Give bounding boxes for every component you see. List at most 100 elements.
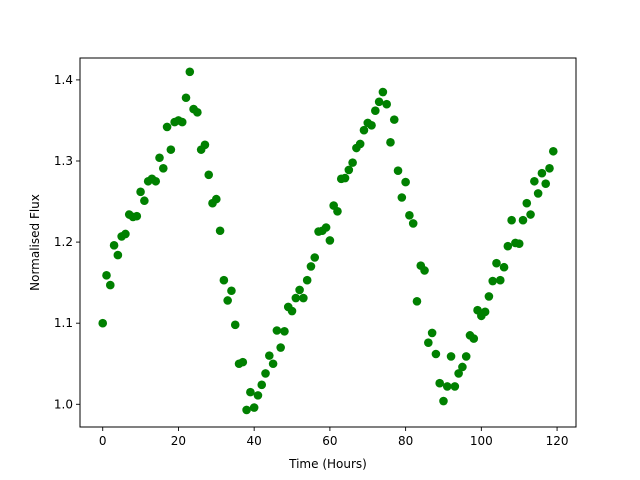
data-point [302, 275, 312, 285]
data-point [287, 306, 297, 316]
data-point [424, 338, 433, 347]
data-point [389, 115, 399, 124]
data-point [299, 293, 308, 303]
data-point [446, 352, 456, 361]
data-point [522, 198, 532, 208]
data-point [408, 219, 418, 228]
data-point [374, 97, 384, 107]
x-axis-label: Time (Hours) [288, 457, 367, 471]
data-point [439, 396, 448, 406]
data-point [121, 229, 130, 239]
data-point [367, 121, 376, 130]
data-point [295, 285, 304, 295]
y-axis-label: Normalised Flux [28, 194, 42, 291]
data-point [238, 357, 248, 367]
data-point [431, 349, 441, 359]
data-point [272, 326, 282, 335]
data-point [212, 194, 221, 204]
data-point [230, 320, 240, 330]
data-point [393, 166, 403, 176]
data-point [105, 280, 115, 290]
data-point [291, 293, 301, 303]
data-point [503, 241, 513, 251]
data-point [140, 196, 149, 206]
x-tick-label: 60 [322, 434, 337, 448]
data-point [386, 138, 395, 147]
data-point [162, 122, 172, 132]
data-point [253, 391, 263, 400]
y-tick-label: 1.3 [54, 154, 73, 168]
x-tick-label: 100 [470, 434, 493, 448]
y-tick-label: 1.0 [54, 397, 73, 411]
data-point [310, 253, 320, 262]
data-point [484, 292, 494, 301]
y-tick-label: 1.2 [54, 235, 73, 249]
data-point [249, 403, 259, 412]
data-point [480, 307, 490, 317]
data-point [136, 187, 145, 197]
data-point [348, 158, 357, 167]
data-point [427, 328, 437, 338]
data-point [113, 250, 123, 260]
y-tick-label: 1.1 [54, 316, 73, 330]
x-tick-label: 40 [247, 434, 262, 448]
data-point [499, 262, 509, 272]
x-tick-label: 0 [99, 434, 107, 448]
data-point [181, 93, 191, 103]
data-point [102, 271, 111, 280]
data-point [412, 296, 422, 306]
data-point [514, 239, 524, 249]
data-point [469, 334, 479, 343]
data-point [333, 206, 342, 216]
data-point [371, 106, 380, 116]
data-point [541, 179, 551, 189]
data-point [340, 173, 350, 183]
data-point [98, 318, 108, 328]
data-point [177, 117, 187, 127]
data-point [215, 226, 225, 236]
x-axis-ticks: 0 20 40 60 80 100 120 [99, 427, 569, 448]
data-point [488, 276, 498, 286]
data-point [397, 193, 407, 202]
data-point [166, 145, 176, 154]
data-point [246, 387, 255, 397]
data-point [492, 258, 501, 268]
data-point [461, 352, 471, 361]
data-point [378, 87, 388, 97]
data-point [507, 215, 516, 225]
data-point [219, 275, 229, 285]
data-point [518, 215, 528, 225]
data-point [227, 286, 236, 296]
data-point [382, 99, 391, 109]
data-point [458, 362, 467, 372]
data-point [109, 241, 119, 250]
data-point [151, 176, 161, 186]
data-point [268, 359, 278, 369]
y-axis-ticks: 1.0 1.1 1.2 1.3 1.4 [54, 73, 80, 411]
data-point [344, 165, 354, 175]
data-point [442, 382, 452, 391]
data-point [280, 327, 289, 336]
data-points [98, 67, 558, 415]
data-point [420, 266, 429, 275]
data-point [265, 351, 274, 360]
data-point [454, 369, 463, 378]
data-point [242, 405, 251, 415]
data-point [325, 236, 335, 245]
data-point [321, 223, 331, 232]
data-point [533, 189, 543, 198]
data-point [276, 343, 285, 352]
data-point [405, 211, 414, 220]
x-tick-label: 20 [171, 434, 186, 448]
data-point [435, 378, 444, 388]
y-tick-label: 1.4 [54, 73, 73, 87]
data-point [548, 146, 558, 156]
data-point [155, 153, 164, 163]
plot-frame [79, 57, 577, 428]
data-point [495, 275, 505, 285]
data-point [193, 108, 202, 117]
data-point [158, 163, 168, 173]
data-point [223, 296, 232, 305]
